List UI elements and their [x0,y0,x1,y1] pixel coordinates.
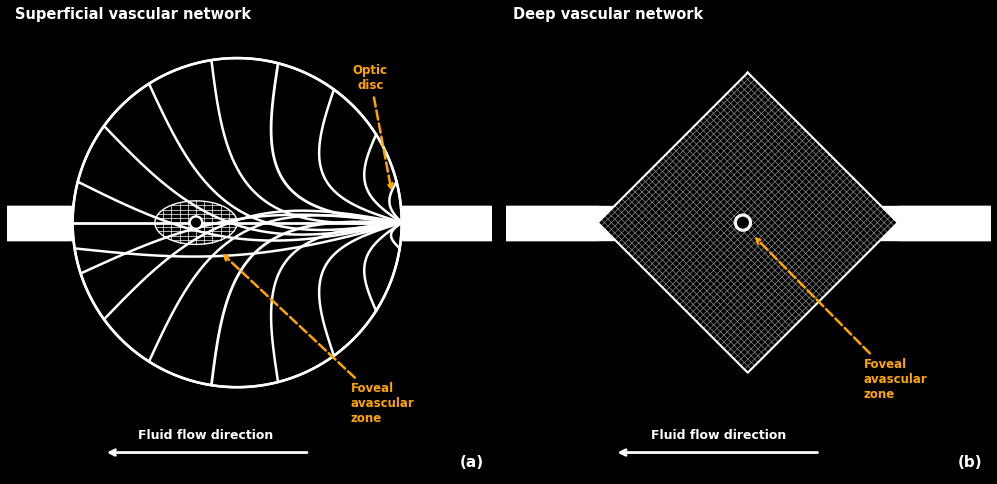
Text: (b): (b) [958,455,983,470]
Text: (a): (a) [460,455,484,470]
Circle shape [189,216,202,229]
Text: Deep vascular network: Deep vascular network [513,7,703,22]
Text: Fluid
inflow: Fluid inflow [922,209,965,237]
Text: Fluid
outflow: Fluid outflow [7,209,60,237]
Text: Fluid flow direction: Fluid flow direction [651,429,787,442]
Text: Superficial vascular network: Superficial vascular network [15,7,250,22]
Text: Foveal
avascular
zone: Foveal avascular zone [757,239,927,401]
Polygon shape [598,73,897,373]
Circle shape [738,217,748,228]
Text: Fluid
outflow: Fluid outflow [505,209,558,237]
Text: Fluid
inflow: Fluid inflow [433,209,476,237]
Text: Fluid flow direction: Fluid flow direction [138,429,273,442]
Circle shape [191,218,200,227]
Text: Foveal
avascular
zone: Foveal avascular zone [224,256,415,425]
Polygon shape [73,58,402,387]
Text: Optic
disc: Optic disc [353,64,393,188]
Circle shape [735,214,752,231]
